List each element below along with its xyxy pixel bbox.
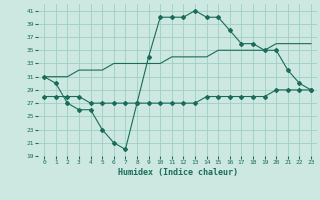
X-axis label: Humidex (Indice chaleur): Humidex (Indice chaleur): [118, 168, 238, 177]
